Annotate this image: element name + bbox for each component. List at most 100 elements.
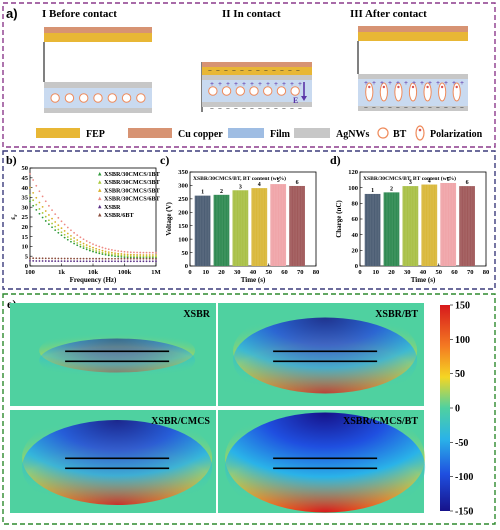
panel-b-label: b) [6, 153, 17, 167]
agnw-layer [44, 82, 152, 88]
y-tick-label: 40 [352, 232, 359, 239]
polarized-particle [438, 82, 447, 102]
data-point [92, 260, 94, 263]
data-point [48, 204, 50, 207]
charge-mark: + [226, 80, 230, 88]
data-point [66, 232, 69, 235]
bt-particles [50, 93, 146, 103]
data-point [120, 255, 123, 258]
data-point [63, 223, 66, 226]
y-tick-label: 10 [22, 244, 29, 251]
data-point [111, 257, 113, 260]
data-point [155, 254, 157, 256]
data-point [136, 255, 139, 258]
data-point [148, 254, 151, 256]
field-arrow-head [301, 96, 307, 101]
data-point [44, 200, 47, 203]
data-point [82, 238, 85, 241]
bar [270, 184, 287, 266]
data-point [111, 249, 113, 251]
colorbar-tick-label: 50 [455, 369, 465, 380]
bar [364, 193, 381, 266]
colorbar-tick-label: 0 [455, 404, 460, 415]
agnw-layer [358, 106, 468, 111]
series-XSBR/30CMCS/6BT [29, 172, 157, 254]
data-point [70, 257, 72, 260]
chart-b: b) 0 5 10 15 20 25 30 35 40 45 50 100 1k 10k 100k 1M Freq… [6, 153, 161, 284]
data-point [88, 241, 91, 244]
chart-title: XSBR/30CMCS/BT, BT content (wt%) [363, 175, 456, 182]
bt-particle [93, 93, 103, 103]
data-point [48, 219, 50, 222]
charge-mark: − [250, 105, 254, 113]
data-point [107, 251, 110, 254]
y-tick-label: 300 [178, 183, 188, 190]
data-point [101, 251, 104, 254]
data-point [111, 253, 113, 256]
data-point [145, 251, 148, 254]
electrode-top [65, 457, 170, 460]
data-point [123, 253, 126, 256]
charge-mark: − [224, 67, 228, 75]
data-point [32, 191, 35, 194]
fep-layer [44, 33, 152, 42]
charge-mark: − [428, 104, 432, 112]
legend-swatch-polarization [415, 125, 425, 141]
data-point [139, 251, 142, 254]
legend-swatch-copper [128, 128, 172, 138]
bar-label: 1 [201, 190, 204, 196]
bar-label: 1 [371, 188, 374, 194]
charge-mark: + [282, 80, 286, 88]
bar [459, 186, 475, 266]
bar-4: 4 [421, 179, 438, 266]
x-tick-label: 60 [281, 269, 288, 276]
data-point [60, 257, 63, 260]
data-point [98, 250, 101, 253]
data-point [126, 253, 129, 256]
bar-5: 5 [270, 178, 287, 266]
data-point [123, 260, 126, 263]
bar-label: 4 [258, 182, 261, 188]
bt-particle [221, 86, 232, 96]
data-point [76, 242, 79, 244]
charge-mark: − [282, 105, 286, 113]
bt-particle [208, 86, 218, 96]
bar-6: 6 [289, 180, 305, 266]
data-point [139, 260, 142, 263]
legend-copper: Cu copper [178, 129, 223, 140]
copper-layer [44, 27, 152, 33]
data-point [98, 245, 101, 248]
charge-mark: + [266, 80, 270, 88]
data-point [117, 254, 120, 257]
y-axis-label: εr [9, 214, 19, 220]
y-tick-label: 20 [352, 248, 359, 255]
y-tick-label: 15 [22, 234, 29, 241]
data-point [142, 254, 145, 256]
data-point [85, 246, 88, 249]
data-point [70, 238, 72, 241]
data-point [155, 257, 157, 260]
data-point [88, 249, 91, 252]
data-point [114, 254, 116, 256]
legend-swatch-agnws [294, 128, 330, 138]
x-tick-label: 20 [218, 269, 225, 276]
data-point [32, 179, 35, 181]
data-point [95, 251, 98, 254]
data-point [151, 257, 154, 260]
agnw-layer [202, 75, 312, 80]
y-tick-label: 5 [25, 253, 29, 260]
data-point [66, 260, 69, 263]
y-tick-label: 45 [22, 175, 29, 182]
data-point [54, 229, 57, 232]
agnw-layer [44, 108, 152, 113]
data-point [126, 251, 129, 253]
charge-mark: − [404, 104, 408, 112]
charge-mark: − [452, 104, 456, 112]
data-point [51, 226, 53, 229]
data-point [155, 255, 157, 258]
colorbar-tick-label: -50 [455, 438, 468, 449]
data-point [76, 239, 79, 241]
electrode-bottom [65, 467, 170, 470]
data-point [120, 253, 123, 255]
charge-mark: − [258, 105, 262, 113]
